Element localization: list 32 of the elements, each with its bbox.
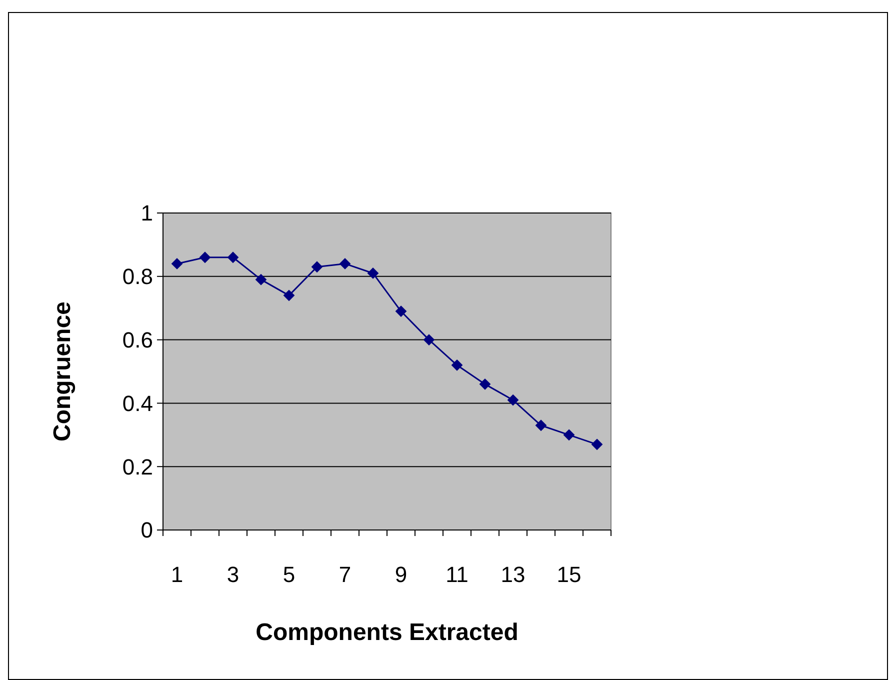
y-tick-label: 0.8 xyxy=(122,264,153,290)
y-tick-label: 0.2 xyxy=(122,454,153,480)
x-tick-label: 1 xyxy=(170,562,184,587)
y-tick-label: 0.4 xyxy=(122,390,153,416)
x-tick-label: 15 xyxy=(556,562,582,587)
point xyxy=(368,268,378,279)
x-tick-label: 5 xyxy=(282,562,296,587)
x-tick-label: 13 xyxy=(500,562,526,587)
x-tick-label: 7 xyxy=(338,562,352,587)
y-tick-label: 0 xyxy=(140,518,153,543)
point xyxy=(172,258,182,270)
x-tick-label: 3 xyxy=(226,562,240,587)
point xyxy=(508,394,518,406)
point xyxy=(592,438,602,450)
point xyxy=(200,252,210,263)
point xyxy=(452,360,462,371)
x-axis-title: Components Extracted xyxy=(256,619,518,646)
x-tick-label: 9 xyxy=(394,562,408,587)
point xyxy=(256,274,266,286)
point xyxy=(424,334,434,346)
x-tick-label: 11 xyxy=(446,562,468,587)
point xyxy=(340,258,350,270)
y-tick-label: 1 xyxy=(140,200,153,226)
y-tick-label: 0.6 xyxy=(122,328,153,352)
point xyxy=(228,252,238,263)
point xyxy=(284,290,294,301)
point xyxy=(536,420,546,431)
point xyxy=(312,261,322,272)
y-axis-title: Congruence xyxy=(49,301,76,442)
point xyxy=(480,378,490,390)
point xyxy=(564,429,574,440)
point xyxy=(396,306,406,317)
